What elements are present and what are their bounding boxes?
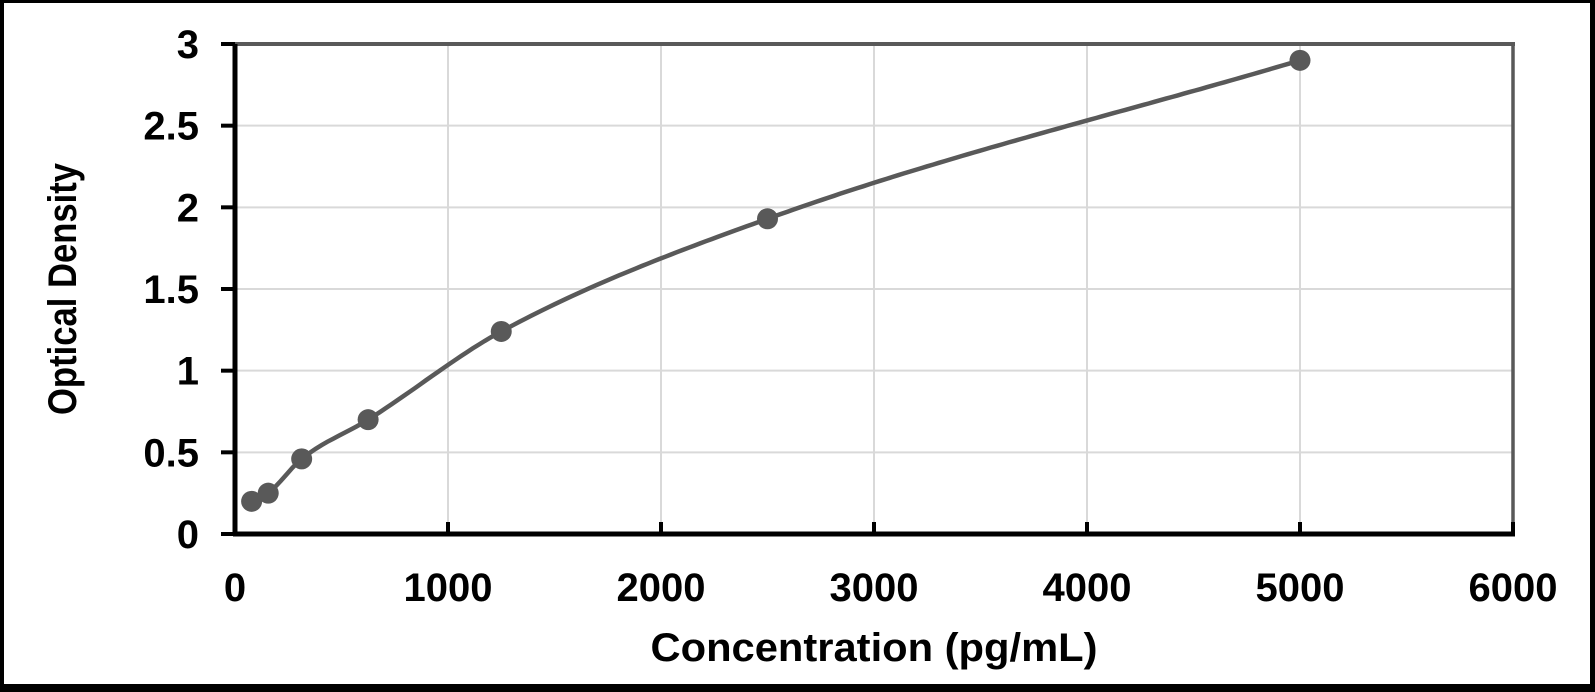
y-tick-label: 2.5 <box>143 105 199 149</box>
data-point-marker <box>241 490 263 512</box>
y-tick-label: 2 <box>177 186 199 230</box>
x-tick-label: 0 <box>224 566 246 610</box>
y-axis-title: Optical Density <box>41 162 85 415</box>
data-point-marker <box>257 482 279 504</box>
data-point-marker <box>757 208 778 230</box>
plot-frame-layer <box>235 42 1515 534</box>
x-tick-label: 5000 <box>1256 566 1345 610</box>
y-tick-label: 3 <box>177 23 199 67</box>
x-axis-title: Concentration (pg/mL) <box>651 626 1098 670</box>
y-tick-label: 1.5 <box>143 268 199 312</box>
x-tick-label: 1000 <box>404 566 493 610</box>
data-point-marker <box>291 448 313 470</box>
x-tick-label: 3000 <box>830 566 919 610</box>
chart-canvas: 0 1000 2000 3000 4000 5000 6000 0 0.5 1 1.5 2 2.5 3 C… <box>41 23 1557 670</box>
series-layer <box>241 49 1311 512</box>
gridline-layer <box>235 44 1513 534</box>
x-tick-label: 4000 <box>1043 566 1132 610</box>
data-point-marker <box>1289 49 1311 71</box>
x-tick-label: 6000 <box>1469 566 1558 610</box>
x-tick-label: 2000 <box>617 566 706 610</box>
y-tick-label: 0 <box>177 513 199 557</box>
axis-layer <box>221 42 1515 537</box>
y-tick-label: 0.5 <box>143 431 199 475</box>
y-tick-label: 1 <box>177 350 199 394</box>
data-point-marker <box>357 409 379 431</box>
tick-label-layer: 0 1000 2000 3000 4000 5000 6000 0 0.5 1 1.5 2 2.5 3 <box>143 23 1557 610</box>
data-point-marker <box>490 320 512 342</box>
